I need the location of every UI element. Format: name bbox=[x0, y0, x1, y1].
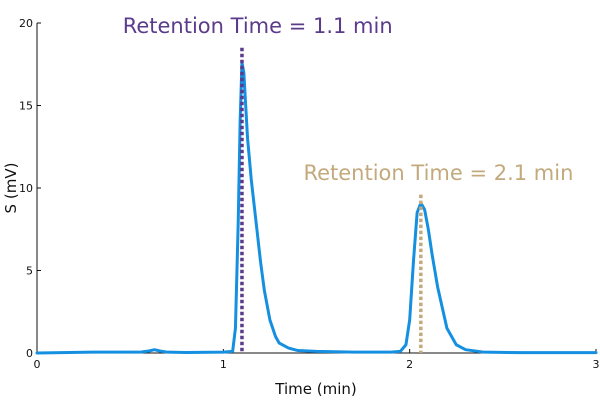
x-tick-label: 0 bbox=[34, 358, 41, 371]
x-tick-label: 3 bbox=[593, 358, 600, 371]
x-axis-label: Time (min) bbox=[274, 380, 356, 398]
retention-time-label: Retention Time = 2.1 min bbox=[303, 161, 573, 185]
y-tick-label: 0 bbox=[26, 347, 33, 360]
axes bbox=[36, 23, 596, 354]
y-tick-label: 15 bbox=[19, 100, 33, 113]
retention-time-label: Retention Time = 1.1 min bbox=[123, 14, 393, 38]
y-axis-label: S (mV) bbox=[2, 163, 20, 214]
x-tick-label: 2 bbox=[406, 358, 413, 371]
y-tick-label: 20 bbox=[19, 17, 33, 30]
y-tick-label: 5 bbox=[26, 265, 33, 278]
y-tick-label: 10 bbox=[19, 182, 33, 195]
x-tick-label: 1 bbox=[220, 358, 227, 371]
ticks: 0 1 2 3 0 5 10 15 20 bbox=[19, 17, 600, 371]
marks bbox=[35, 61, 598, 355]
signal-line bbox=[35, 61, 598, 355]
annotations: Retention Time = 1.1 min Retention Time =… bbox=[123, 14, 573, 353]
